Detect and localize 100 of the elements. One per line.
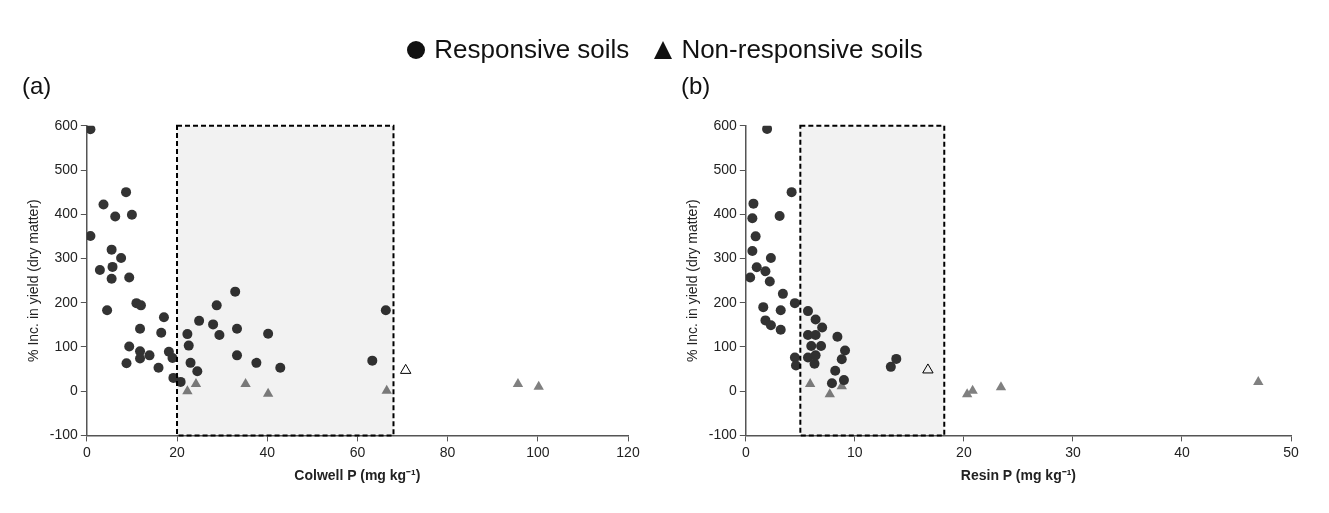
- point: [208, 319, 219, 330]
- point: [830, 365, 841, 376]
- point: [816, 341, 827, 352]
- point: [106, 273, 117, 284]
- point: [775, 305, 786, 316]
- point: [192, 366, 203, 377]
- point: [251, 357, 262, 368]
- point: [777, 288, 788, 299]
- point: [107, 261, 118, 272]
- point: [183, 340, 194, 351]
- point: [126, 209, 137, 220]
- y-tick-label: 500: [713, 160, 738, 177]
- y-tick-label: 0: [729, 382, 738, 399]
- x-tick-label: 100: [526, 443, 550, 460]
- point: [116, 253, 127, 264]
- point: [167, 353, 178, 363]
- point: [194, 315, 205, 326]
- point: [380, 305, 391, 316]
- point: [747, 245, 758, 256]
- y-tick-label: 0: [70, 382, 79, 399]
- point: [840, 345, 851, 356]
- point: [144, 350, 155, 361]
- y-tick-label: 300: [713, 249, 738, 266]
- point: [182, 329, 193, 340]
- point: [512, 378, 524, 388]
- point: [124, 272, 135, 283]
- x-tick-label: 20: [956, 443, 972, 460]
- point: [121, 187, 132, 198]
- y-tick-label: 400: [54, 205, 79, 222]
- point: [748, 198, 759, 209]
- point: [175, 376, 186, 387]
- y-tick-label: 100: [713, 337, 738, 354]
- y-tick-label: 400: [713, 205, 738, 222]
- text: Non-responsive soils: [681, 34, 923, 65]
- y-tick-label: 200: [713, 293, 738, 310]
- point: [885, 361, 896, 372]
- x-tick-label: 50: [1283, 443, 1299, 460]
- x-axis-title: Resin P (mg kg⁻¹): [960, 467, 1077, 484]
- point: [745, 272, 756, 283]
- point: [381, 384, 392, 394]
- y-axis-title: % Inc. in yield (dry matter): [25, 199, 42, 362]
- point: [399, 363, 412, 374]
- point: [765, 320, 776, 331]
- point: [214, 330, 225, 340]
- point: [891, 353, 902, 364]
- x-tick-label: 40: [1174, 443, 1190, 460]
- x-axis-title: Colwell P (mg kg⁻¹): [294, 467, 421, 484]
- point: [838, 375, 849, 386]
- point: [751, 262, 762, 273]
- point: [102, 305, 113, 316]
- chart-title: (b): [681, 72, 711, 100]
- point: [995, 381, 1007, 391]
- point: [232, 323, 242, 334]
- point: [86, 125, 96, 135]
- x-tick-label: 120: [616, 443, 640, 460]
- point: [124, 341, 135, 352]
- point: [190, 378, 202, 388]
- point: [135, 323, 146, 334]
- y-tick-label: 600: [713, 116, 738, 133]
- point: [810, 314, 821, 325]
- x-tick-label: 10: [847, 443, 863, 460]
- x-tick-label: 20: [169, 443, 186, 460]
- point: [232, 350, 242, 361]
- point: [240, 378, 251, 388]
- y-tick-label: -100: [49, 426, 79, 443]
- point: [153, 362, 164, 373]
- x-tick-label: 0: [741, 443, 750, 460]
- y-tick-label: 200: [54, 293, 79, 310]
- y-tick-label: -100: [708, 426, 738, 443]
- point: [922, 363, 934, 374]
- point: [182, 385, 193, 395]
- x-tick-label: 30: [1065, 443, 1081, 460]
- point: [804, 378, 816, 388]
- point: [747, 213, 758, 224]
- y-tick-label: 600: [54, 116, 79, 133]
- x-tick-label: 0: [82, 443, 91, 460]
- point: [158, 312, 169, 323]
- point: [774, 211, 785, 222]
- point: [832, 331, 843, 342]
- point: [110, 211, 121, 222]
- point: [98, 199, 109, 210]
- point: [765, 253, 776, 264]
- point: [750, 231, 761, 242]
- y-tick-label: 100: [54, 337, 79, 354]
- point: [760, 266, 771, 277]
- x-tick-label: 40: [259, 443, 276, 460]
- point: [156, 327, 167, 338]
- point: [762, 125, 773, 134]
- point: [810, 350, 821, 361]
- y-tick-label: 500: [54, 160, 79, 177]
- point: [262, 387, 274, 397]
- point: [817, 322, 828, 333]
- point: [533, 380, 544, 390]
- point: [94, 264, 105, 275]
- point: [263, 328, 274, 339]
- point: [810, 330, 821, 340]
- x-tick-label: 60: [349, 443, 366, 460]
- point: [826, 378, 837, 389]
- point: [806, 341, 817, 352]
- point: [775, 324, 786, 335]
